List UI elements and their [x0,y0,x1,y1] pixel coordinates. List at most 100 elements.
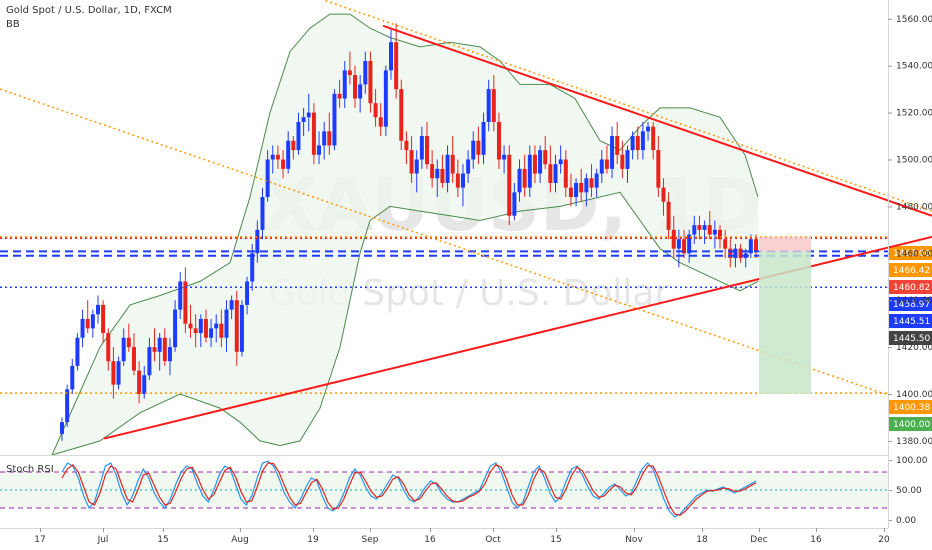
x-tick-label: Aug [231,535,249,545]
price-level-badge-label: 1466.42 [893,266,930,276]
rsi-band-fill [0,472,888,508]
rsi-y-tick-label: 50.00 [896,486,922,496]
y-tick-mark [888,440,892,442]
candle-body [517,168,522,193]
candle-body [579,182,584,193]
candle-body [167,347,172,362]
candle-body [363,60,368,85]
candle-body [306,112,311,118]
candle-body [424,136,429,165]
candle-body [682,239,687,254]
candle-body [522,168,527,188]
rsi-series-line [61,460,757,518]
candle-body [239,304,244,352]
y-tick-label: 1560.00 [896,15,932,25]
candle-body [347,70,352,76]
candle-body [250,253,255,282]
candle-body [147,347,152,376]
candle-body [281,159,286,169]
candle-body [255,229,260,254]
candle-body [697,225,702,230]
candle-body [332,93,337,146]
candle-body [471,140,476,160]
stop-zone [759,236,811,252]
x-tick-mark [816,528,817,532]
candle-body [687,234,692,254]
y-tick-label: 1420.00 [896,343,932,353]
x-tick-mark [759,528,760,532]
candle-body [553,164,558,183]
candle-body [589,178,594,188]
candle-body [214,323,219,329]
candle-body [615,136,620,155]
x-tick-label: 17 [34,535,45,545]
candle-body [234,300,239,352]
candle-body [368,60,373,104]
candle-body [604,159,609,169]
candle-body [131,347,136,371]
y-tick-label: 1500.00 [896,155,932,165]
candle-body [728,248,733,258]
candle-body [599,159,604,174]
candles [60,23,758,441]
candle-body [723,239,728,249]
y-tick-label: 1540.00 [896,62,932,72]
candle-body [394,42,399,90]
candle-body [671,229,676,249]
candle-body [712,229,717,235]
x-tick-mark [556,528,557,532]
y-tick-label: 1520.00 [896,109,932,119]
candle-body [85,318,90,329]
candle-body [70,365,75,390]
candle-body [466,159,471,174]
price-level-badge [889,417,932,431]
y-tick-mark [888,347,892,349]
x-tick-label: Jul [97,535,109,545]
y-tick-mark [888,206,892,208]
y-tick-mark [888,65,892,67]
candle-body [183,281,188,324]
candle-body [460,173,465,188]
candle-body [635,136,640,151]
candle-body [702,225,707,230]
candle-body [455,173,460,188]
candle-body [389,42,394,71]
price-level-badge-label: 1400.00 [893,420,930,430]
y-tick-label: 1440.00 [896,296,932,306]
bollinger-fill [52,14,758,455]
candle-body [373,103,378,118]
x-tick-label: 15 [157,535,168,545]
candle-body [152,347,157,352]
x-tick-label: Nov [625,535,643,545]
candle-body [661,187,666,202]
candle-body [399,89,404,141]
x-tick-label: Oct [485,535,501,545]
candle-body [245,281,250,305]
candle-body [640,131,645,151]
trendline [382,24,932,217]
candle-body [656,150,661,188]
candle-body [409,150,414,174]
candle-body [121,337,126,362]
candle-body [496,121,501,160]
candle-body [738,248,743,258]
y-tick-label: 1400.00 [896,390,932,400]
position-box [759,236,811,395]
price-level-badge [889,400,932,414]
stoch-rsi-pane: 100.00 50.00 0.00 [0,456,928,526]
time-axis-line [0,528,888,529]
candle-body [594,173,599,188]
x-tick-label: 15 [550,535,561,545]
rsi-series-line [61,462,757,516]
candle-body [733,248,738,258]
rsi-y-tick-label: 100.00 [896,456,928,466]
candle-body [754,239,758,251]
candle-body [419,136,424,160]
rsi-y-tick-mark [888,520,892,521]
x-tick-mark [884,528,885,532]
price-level-badge [889,263,932,277]
x-tick-label: Sep [362,535,379,545]
candle-body [317,145,322,155]
